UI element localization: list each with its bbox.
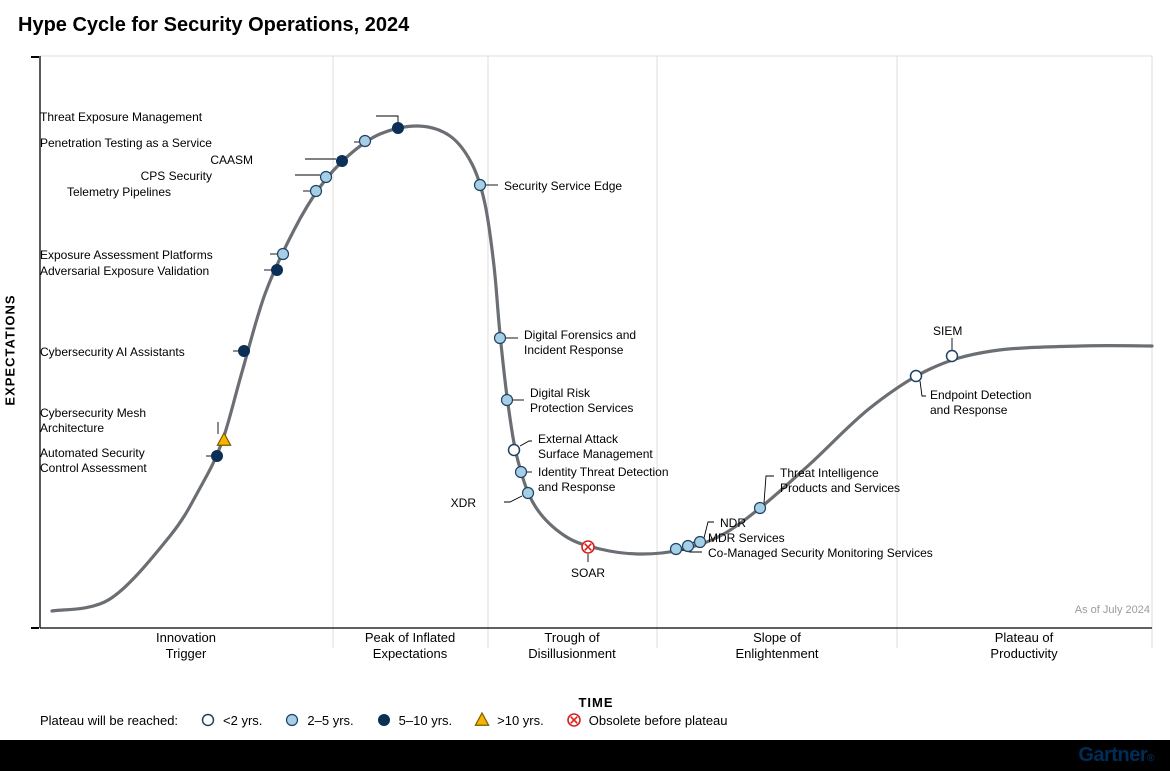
legend-item-label: Obsolete before plateau — [589, 713, 728, 728]
as-of-label: As of July 2024 — [1075, 604, 1150, 616]
footer-bar: Gartner® — [0, 740, 1170, 771]
legend-item-label: 2–5 yrs. — [307, 713, 353, 728]
y-axis-tick-top — [31, 56, 39, 58]
y-axis-label: EXPECTATIONS — [3, 294, 18, 405]
point-label: SIEM — [933, 324, 962, 339]
legend-lead: Plateau will be reached: — [40, 713, 178, 728]
hype-cycle-chart: Hype Cycle for Security Operations, 2024… — [0, 0, 1170, 771]
point-label: MDR Services — [708, 531, 785, 546]
point-label: Security Service Edge — [504, 179, 622, 194]
point-label: Cybersecurity Mesh Architecture — [40, 406, 76, 436]
point-label: NDR — [720, 516, 746, 531]
plot-area: Cybersecurity Mesh Architecture Automated… — [40, 56, 1152, 648]
point-label: CPS Security — [40, 169, 212, 184]
point-label: Automated Security Control Assessment — [40, 446, 70, 476]
point-label: Exposure Assessment Platforms — [40, 248, 62, 263]
legend-item: >10 yrs. — [474, 712, 544, 728]
legend-item: <2 yrs. — [200, 712, 262, 728]
point-label: Cybersecurity AI Assistants — [40, 345, 65, 360]
phase-label: Plateau ofProductivity — [990, 630, 1057, 663]
legend-item: 5–10 yrs. — [376, 712, 452, 728]
legend-item: Obsolete before plateau — [566, 712, 728, 728]
point-label: Threat Intelligence Products and Service… — [780, 466, 900, 496]
point-label: Adversarial Exposure Validation — [40, 264, 62, 279]
point-label: Co-Managed Security Monitoring Services — [708, 546, 933, 561]
point-label: SOAR — [571, 566, 605, 581]
point-label: XDR — [40, 496, 476, 511]
x-axis-label: TIME — [578, 695, 613, 710]
gartner-logo: Gartner® — [1078, 744, 1154, 767]
legend-item: 2–5 yrs. — [284, 712, 353, 728]
phase-label: Peak of InflatedExpectations — [365, 630, 455, 663]
point-label: Penetration Testing as a Service — [40, 136, 161, 151]
chart-title: Hype Cycle for Security Operations, 2024 — [18, 14, 409, 37]
legend-item-label: 5–10 yrs. — [399, 713, 452, 728]
point-label: Threat Exposure Management — [40, 110, 190, 125]
phase-label: InnovationTrigger — [156, 630, 216, 663]
point-label: Digital Risk Protection Services — [530, 386, 633, 416]
point-label: CAASM — [40, 153, 253, 168]
y-axis-tick-bottom — [31, 627, 39, 629]
point-label: Telemetry Pipelines — [40, 185, 171, 200]
legend-item-label: >10 yrs. — [497, 713, 544, 728]
point-label: Identity Threat Detection and Response — [538, 465, 669, 495]
phase-label: Trough ofDisillusionment — [528, 630, 615, 663]
point-label: External Attack Surface Management — [538, 432, 653, 462]
point-label: Digital Forensics and Incident Response — [524, 328, 636, 358]
legend: Plateau will be reached: <2 yrs. 2–5 yrs.… — [40, 712, 728, 728]
phase-label: Slope ofEnlightenment — [735, 630, 818, 663]
point-label: Endpoint Detection and Response — [930, 388, 1031, 418]
legend-item-label: <2 yrs. — [223, 713, 262, 728]
